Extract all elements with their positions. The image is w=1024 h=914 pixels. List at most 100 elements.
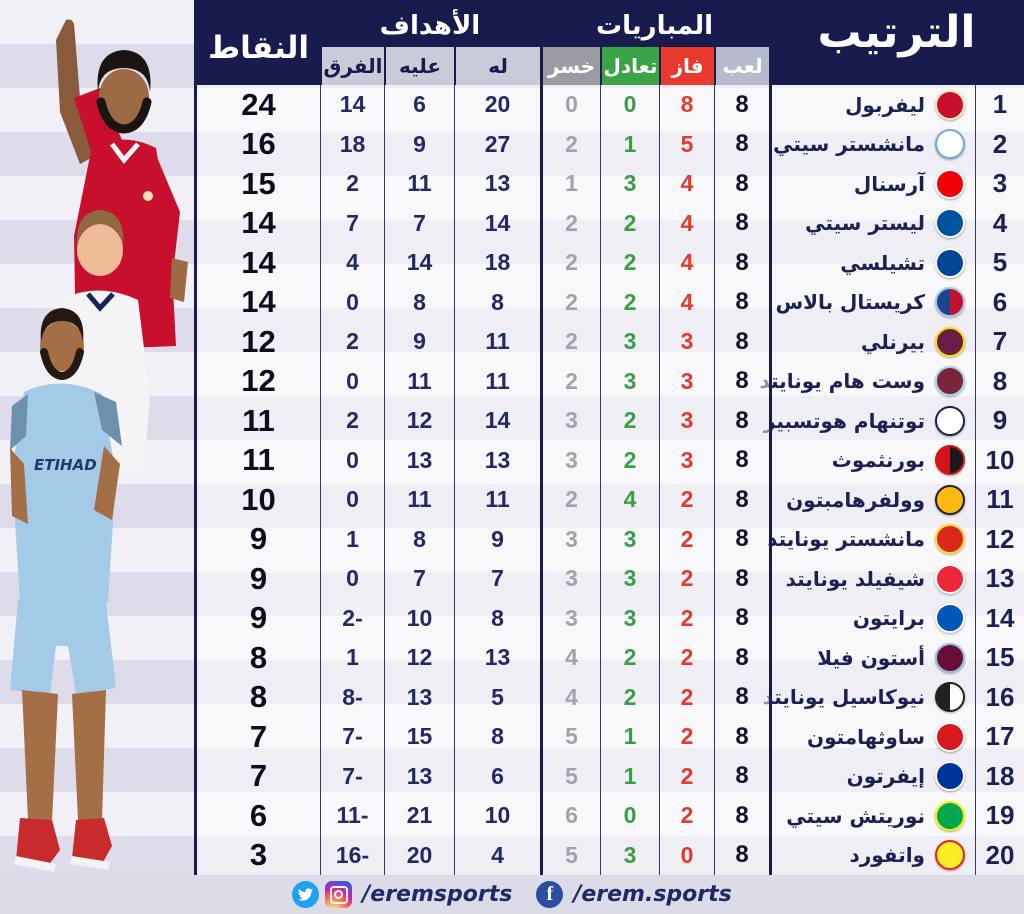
goal-diff-cell: 0 bbox=[320, 361, 384, 401]
team-cell: بيرنلي bbox=[769, 322, 975, 362]
drawn-cell: 1 bbox=[600, 124, 659, 164]
goals-for-cell: 8 bbox=[454, 598, 540, 638]
club-badge bbox=[935, 800, 965, 831]
lost-cell: 6 bbox=[540, 796, 600, 836]
goals-for-cell: 14 bbox=[454, 203, 540, 243]
goals-for-cell: 14 bbox=[454, 401, 540, 441]
played-cell: 8 bbox=[714, 440, 769, 480]
won-cell: 2 bbox=[659, 480, 714, 520]
won-cell: 5 bbox=[659, 124, 714, 164]
won-cell: 2 bbox=[659, 638, 714, 678]
team-cell: شيفيلد يونايتد bbox=[769, 559, 975, 599]
lost-cell: 2 bbox=[540, 282, 600, 322]
team-cell: وولفرهامبتون bbox=[769, 480, 975, 520]
team-cell: توتنهام هوتسبير bbox=[764, 401, 975, 441]
played-cell: 8 bbox=[714, 756, 769, 796]
goals-for-cell: 5 bbox=[454, 677, 540, 717]
goal-diff-cell: 2 bbox=[320, 401, 384, 441]
club-badge bbox=[935, 761, 965, 792]
played-cell: 8 bbox=[714, 203, 769, 243]
rank-cell: 6 bbox=[975, 282, 1024, 322]
goals-against-cell: 8 bbox=[384, 282, 454, 322]
lost-cell: 2 bbox=[540, 243, 600, 283]
won-cell: 3 bbox=[659, 361, 714, 401]
club-badge bbox=[935, 208, 965, 239]
goal-diff-cell: -7 bbox=[320, 756, 384, 796]
club-badge bbox=[935, 524, 965, 555]
footer-social-bar: /eremsports f /erem.sports bbox=[0, 875, 1024, 914]
goals-for-cell: 13 bbox=[454, 440, 540, 480]
drawn-cell: 1 bbox=[600, 756, 659, 796]
goal-diff-cell: 1 bbox=[320, 519, 384, 559]
goal-diff-cell: 14 bbox=[320, 85, 384, 125]
team-name: وست هام يونايتد bbox=[759, 369, 925, 394]
won-cell: 2 bbox=[659, 519, 714, 559]
club-badge bbox=[935, 603, 965, 634]
goal-diff-cell: 7 bbox=[320, 203, 384, 243]
drawn-cell: 3 bbox=[600, 361, 659, 401]
team-cell: مانشستر سيتي bbox=[769, 124, 975, 164]
facebook-handle: /erem.sports bbox=[573, 882, 732, 907]
rank-cell: 12 bbox=[975, 519, 1024, 559]
column-header-played: لعب bbox=[714, 47, 769, 85]
drawn-cell: 2 bbox=[600, 440, 659, 480]
twitter-icon bbox=[292, 881, 320, 908]
goals-against-cell: 11 bbox=[384, 480, 454, 520]
points-cell: 7 bbox=[197, 756, 320, 796]
rank-cell: 5 bbox=[975, 243, 1024, 283]
points-cell: 12 bbox=[197, 361, 320, 401]
played-cell: 8 bbox=[714, 638, 769, 678]
club-badge bbox=[935, 89, 965, 120]
goals-for-cell: 7 bbox=[454, 559, 540, 599]
goal-diff-cell: 2 bbox=[320, 164, 384, 204]
rank-cell: 19 bbox=[975, 796, 1024, 836]
team-name: ليستر سيتي bbox=[805, 211, 925, 236]
won-cell: 2 bbox=[659, 717, 714, 757]
goal-diff-cell: 4 bbox=[320, 243, 384, 283]
team-name: بورنثموث bbox=[831, 448, 925, 473]
drawn-cell: 0 bbox=[600, 85, 659, 125]
points-cell: 16 bbox=[197, 124, 320, 164]
team-cell: إيفرتون bbox=[769, 756, 975, 796]
team-name: ليفربول bbox=[845, 92, 925, 117]
goal-diff-cell: 2 bbox=[320, 322, 384, 362]
drawn-cell: 2 bbox=[600, 401, 659, 441]
points-cell: 9 bbox=[197, 519, 320, 559]
team-name: نوريتش سيتي bbox=[786, 803, 925, 828]
points-cell: 15 bbox=[197, 164, 320, 204]
played-cell: 8 bbox=[714, 361, 769, 401]
goals-for-cell: 9 bbox=[454, 519, 540, 559]
goals-for-cell: 11 bbox=[454, 480, 540, 520]
points-cell: 14 bbox=[197, 282, 320, 322]
rank-cell: 15 bbox=[975, 638, 1024, 678]
club-badge bbox=[935, 721, 965, 752]
lost-cell: 2 bbox=[540, 322, 600, 362]
team-cell: نوريتش سيتي bbox=[769, 796, 975, 836]
rank-cell: 13 bbox=[975, 559, 1024, 599]
goals-against-cell: 6 bbox=[384, 85, 454, 125]
won-cell: 4 bbox=[659, 203, 714, 243]
played-cell: 8 bbox=[714, 559, 769, 599]
lost-cell: 1 bbox=[540, 164, 600, 204]
lost-cell: 5 bbox=[540, 756, 600, 796]
points-cell: 8 bbox=[197, 638, 320, 678]
club-badge bbox=[935, 642, 965, 673]
goals-against-cell: 9 bbox=[384, 124, 454, 164]
team-name: آرسنال bbox=[853, 171, 925, 196]
team-name: ساوثهامتون bbox=[807, 724, 925, 749]
goals-against-cell: 11 bbox=[384, 164, 454, 204]
played-cell: 8 bbox=[714, 85, 769, 125]
team-cell: ساوثهامتون bbox=[769, 717, 975, 757]
team-name: كريستال بالاس bbox=[775, 290, 925, 315]
goal-diff-cell: -11 bbox=[320, 796, 384, 836]
lost-cell: 2 bbox=[540, 203, 600, 243]
svg-text:ETIHAD: ETIHAD bbox=[34, 456, 97, 474]
rank-cell: 1 bbox=[975, 85, 1024, 125]
played-cell: 8 bbox=[714, 717, 769, 757]
played-cell: 8 bbox=[714, 480, 769, 520]
rank-cell: 17 bbox=[975, 717, 1024, 757]
goals-for-cell: 6 bbox=[454, 756, 540, 796]
rank-cell: 16 bbox=[975, 677, 1024, 717]
lost-cell: 3 bbox=[540, 440, 600, 480]
points-cell: 6 bbox=[197, 796, 320, 836]
